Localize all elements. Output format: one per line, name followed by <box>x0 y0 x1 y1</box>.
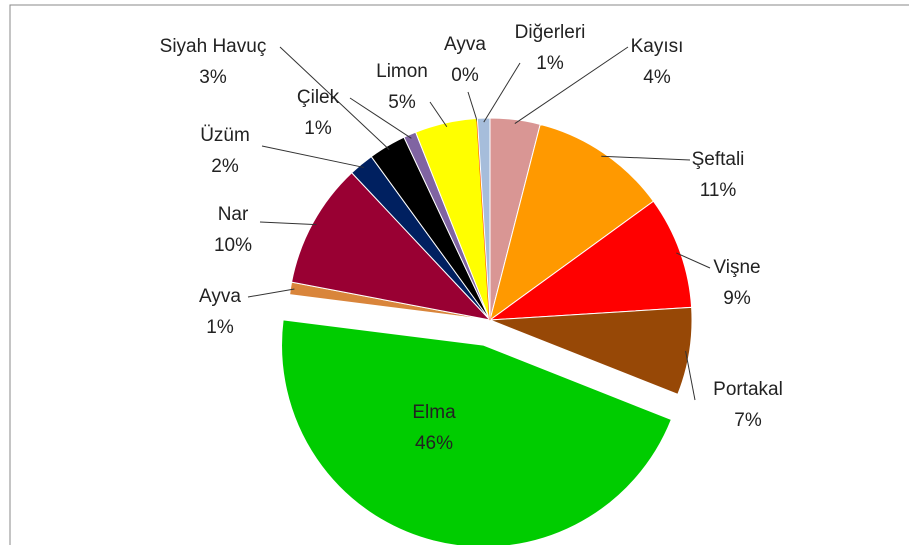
leader-line <box>429 101 448 128</box>
leader-line <box>349 97 412 139</box>
slice-value-label: 11% <box>700 180 737 201</box>
pie-slice <box>290 172 492 321</box>
slice-label: Çilek <box>297 87 340 108</box>
slice-label: Kayısı <box>631 36 684 57</box>
slice-label: Elma <box>412 402 456 423</box>
leader-line <box>483 62 521 123</box>
leader-line <box>467 91 479 123</box>
slice-label: Limon <box>376 61 428 82</box>
slice-value-label: 46% <box>415 433 453 454</box>
slice-value-label: 1% <box>304 118 332 139</box>
pie-slice <box>489 123 655 322</box>
pie-slice <box>476 117 491 321</box>
slice-value-label: 5% <box>388 92 416 113</box>
slice-label: Siyah Havuç <box>160 36 267 57</box>
slice-label: Vişne <box>713 257 760 278</box>
leader-line <box>259 221 317 226</box>
slice-value-label: 10% <box>214 235 252 256</box>
pie-slice <box>489 306 693 396</box>
slice-label: Portakal <box>713 379 783 400</box>
slice-value-label: 2% <box>211 156 239 177</box>
slice-value-label: 1% <box>536 53 564 74</box>
leader-line <box>676 252 711 269</box>
leader-line <box>514 46 629 124</box>
pie-slice <box>488 200 693 321</box>
slice-value-label: 0% <box>451 65 479 86</box>
slice-label: Ayva <box>199 286 241 307</box>
slice-label: Üzüm <box>200 125 250 146</box>
slice-value-label: 9% <box>723 288 751 309</box>
slice-label: Ayva <box>444 34 486 55</box>
slice-value-label: 3% <box>199 67 227 88</box>
leader-line <box>685 350 696 401</box>
slice-label: Diğerleri <box>515 22 586 43</box>
slice-value-label: 7% <box>734 410 762 431</box>
slice-value-label: 1% <box>206 317 234 338</box>
pie-slice <box>281 319 672 548</box>
leader-line <box>247 288 295 298</box>
leader-line <box>601 155 691 161</box>
slice-label: Şeftali <box>692 149 745 170</box>
leader-line <box>261 145 364 168</box>
slice-value-label: 4% <box>643 67 671 88</box>
leader-line <box>279 46 390 150</box>
slice-label: Nar <box>218 204 249 225</box>
